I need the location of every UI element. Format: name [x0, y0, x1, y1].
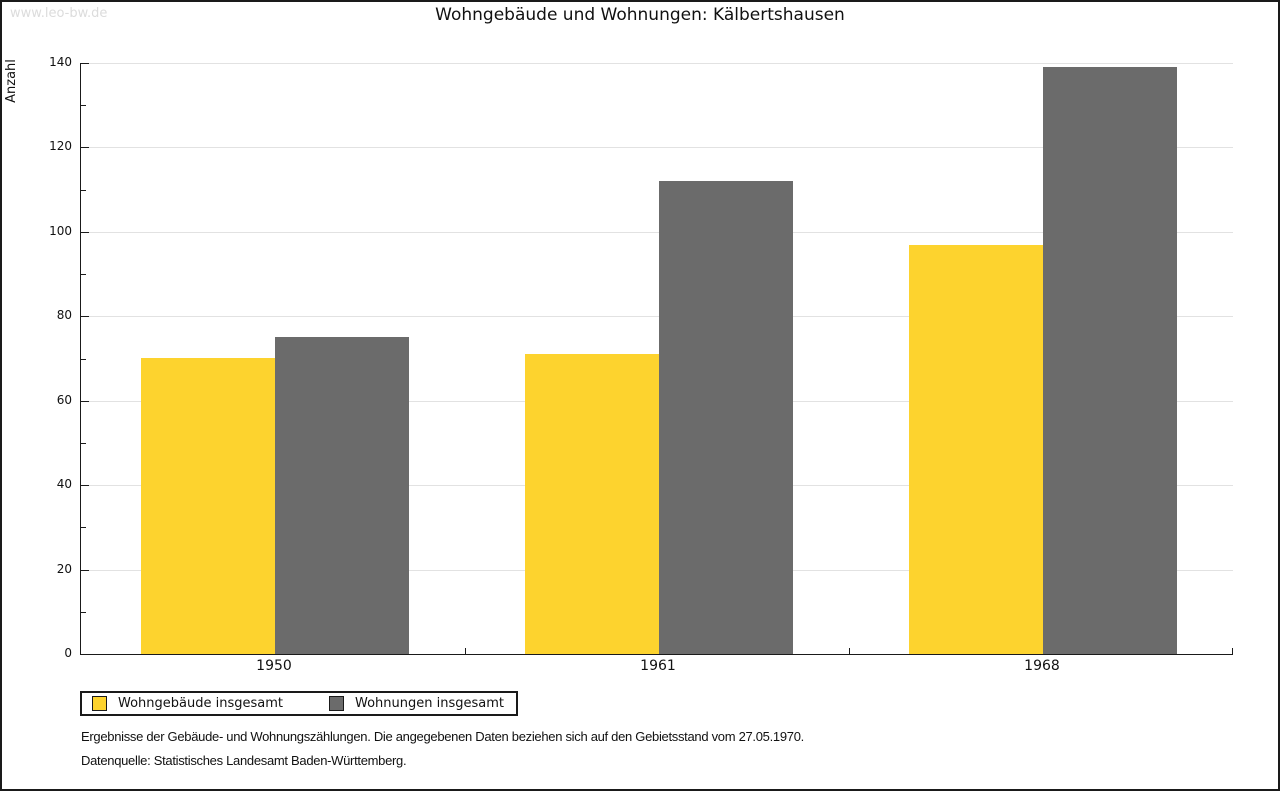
bar-1961-series2 — [659, 181, 793, 654]
y-tick-label-20: 20 — [56, 562, 72, 576]
x-axis-end-tick — [1232, 648, 1233, 654]
x-boundary-tick-1 — [465, 648, 466, 654]
legend-label: Wohnungen insgesamt — [355, 696, 504, 711]
bar-1968-series2 — [1043, 67, 1177, 654]
bar-1968-series1 — [909, 245, 1043, 654]
legend-entry-series2: Wohnungen insgesamt — [329, 696, 504, 711]
y-major-tick-60 — [81, 401, 89, 402]
bar-1961-series1 — [525, 354, 659, 654]
x-category-label-1968: 1968 — [1024, 658, 1060, 674]
y-minor-tick-30 — [81, 527, 86, 528]
bar-1950-series2 — [275, 337, 409, 654]
y-minor-tick-70 — [81, 359, 86, 360]
y-tick-label-140: 140 — [49, 55, 72, 69]
footnote-source-note: Ergebnisse der Gebäude- und Wohnungszähl… — [81, 729, 804, 744]
chart-title: Wohngebäude und Wohnungen: Kälbertshause… — [435, 5, 845, 25]
y-tick-label-120: 120 — [49, 139, 72, 153]
watermark-text: www.leo-bw.de — [10, 6, 108, 21]
legend-swatch-icon — [92, 696, 107, 711]
y-minor-tick-90 — [81, 274, 86, 275]
y-tick-label-40: 40 — [56, 477, 72, 491]
bar-1950-series1 — [141, 358, 275, 654]
footnote-data-source: Datenquelle: Statistisches Landesamt Bad… — [81, 753, 407, 768]
legend: Wohngebäude insgesamt Wohnungen insgesamt — [80, 691, 518, 716]
gridline-y-120 — [81, 147, 1233, 148]
y-minor-tick-10 — [81, 612, 86, 613]
y-tick-label-0: 0 — [64, 646, 72, 660]
gridline-y-80 — [81, 316, 1233, 317]
y-tick-label-60: 60 — [56, 393, 72, 407]
y-major-tick-120 — [81, 147, 89, 148]
legend-swatch-icon — [329, 696, 344, 711]
y-major-tick-20 — [81, 570, 89, 571]
gridline-y-140 — [81, 63, 1233, 64]
y-major-tick-140 — [81, 63, 89, 64]
y-minor-tick-130 — [81, 105, 86, 106]
y-major-tick-80 — [81, 316, 89, 317]
x-category-label-1961: 1961 — [640, 658, 676, 674]
gridline-y-100 — [81, 232, 1233, 233]
x-category-label-1950: 1950 — [256, 658, 292, 674]
y-tick-label-100: 100 — [49, 224, 72, 238]
legend-entry-series1: Wohngebäude insgesamt — [92, 696, 283, 711]
y-minor-tick-50 — [81, 443, 86, 444]
plot-area — [80, 63, 1233, 655]
y-tick-label-80: 80 — [56, 308, 72, 322]
y-minor-tick-110 — [81, 190, 86, 191]
y-major-tick-100 — [81, 232, 89, 233]
x-boundary-tick-2 — [849, 648, 850, 654]
y-major-tick-40 — [81, 485, 89, 486]
legend-label: Wohngebäude insgesamt — [118, 696, 283, 711]
